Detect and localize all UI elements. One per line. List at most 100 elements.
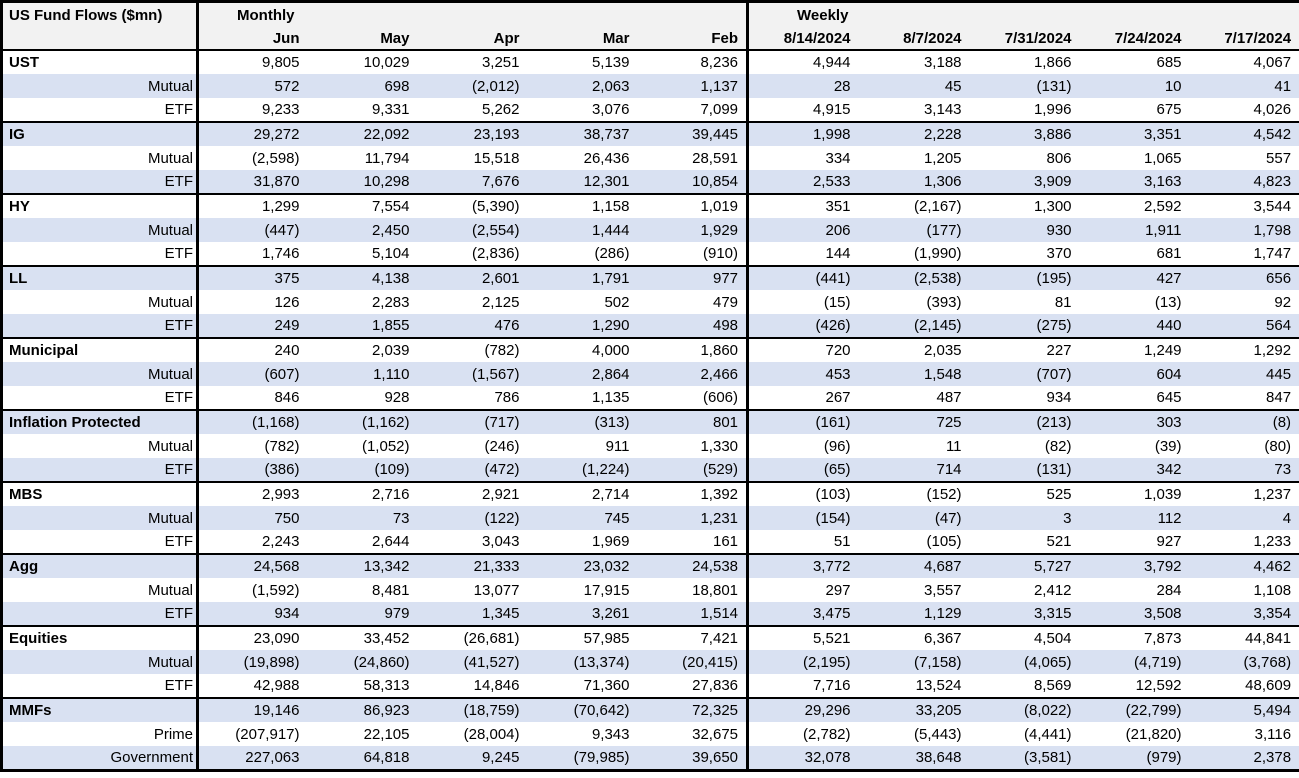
value-cell: 1,392 bbox=[637, 481, 748, 506]
value-cell: 41 bbox=[1189, 74, 1299, 98]
value-cell: 1,330 bbox=[700, 437, 739, 455]
value-cell: (80) bbox=[1264, 437, 1292, 455]
row-label: ETF bbox=[164, 677, 193, 694]
value-cell: 1,039 bbox=[1079, 481, 1190, 506]
value-cell: 1,231 bbox=[637, 506, 748, 530]
value-cell: 51 bbox=[746, 530, 859, 554]
value-cell: (1,567) bbox=[417, 362, 528, 386]
value-cell: (41,527) bbox=[417, 650, 528, 674]
value-cell: (3,581) bbox=[969, 746, 1080, 770]
value-cell: (386) bbox=[196, 458, 308, 482]
value-cell: 2,039 bbox=[307, 337, 418, 362]
value-cell: (1,990) bbox=[913, 245, 962, 262]
value-cell: 126 bbox=[196, 290, 308, 314]
value-cell: (2,598) bbox=[196, 146, 308, 170]
value-cell: (447) bbox=[196, 218, 308, 242]
value-cell: 521 bbox=[1046, 533, 1072, 550]
row-label: UST bbox=[1, 49, 198, 74]
value-cell: 29,272 bbox=[196, 121, 308, 146]
value-cell: 453 bbox=[746, 362, 859, 386]
table-row: Mutual (19,898) (24,860) (41,527) (13,374) (2… bbox=[1, 650, 1299, 674]
value-cell: 44,841 bbox=[1189, 625, 1299, 650]
value-cell: 45 bbox=[858, 74, 970, 98]
row-label: Mutual bbox=[1, 362, 198, 386]
value-cell: 979 bbox=[307, 602, 418, 626]
table-row: Mutual (447) 2,450 (2,554) 1,444 1,929 206 (177… bbox=[1, 218, 1299, 242]
table-row: ETF 846 928 786 1,135 (606) 267 487 934 645 847 bbox=[2, 386, 1299, 410]
row-label: ETF bbox=[1, 458, 198, 482]
value-cell: (472) bbox=[417, 458, 528, 482]
weekly-column-header: 8/14/2024 bbox=[746, 28, 859, 50]
value-cell: 4,915 bbox=[746, 98, 859, 122]
table-row: Mutual 572 698 (2,012) 2,063 1,137 28 45 (131) 10… bbox=[1, 74, 1299, 98]
value-cell: 21,333 bbox=[417, 553, 528, 578]
row-label: ETF bbox=[164, 245, 193, 262]
value-cell: 476 bbox=[417, 314, 528, 338]
value-cell: (28,004) bbox=[463, 725, 520, 743]
row-label: Prime bbox=[153, 725, 193, 743]
value-cell: 42,988 bbox=[196, 674, 308, 698]
value-cell: 1,996 bbox=[1033, 101, 1072, 118]
value-cell: (131) bbox=[969, 458, 1080, 482]
table-row: LL 375 4,138 2,601 1,791 977 (441) (2,538) (195)… bbox=[1, 265, 1299, 290]
value-cell: 9,331 bbox=[371, 101, 410, 118]
table-header: US Fund Flows ($mn) Monthly Weekly Jun Ma… bbox=[1, 1, 1299, 50]
value-cell: 13,524 bbox=[915, 677, 962, 694]
value-cell: 3,143 bbox=[923, 101, 962, 118]
monthly-column-header: May bbox=[307, 28, 418, 50]
value-cell: (82) bbox=[1044, 437, 1072, 455]
value-cell: (47) bbox=[858, 506, 970, 530]
value-cell: 2,125 bbox=[481, 293, 520, 311]
value-cell: 72,325 bbox=[637, 697, 748, 722]
value-cell: 14,846 bbox=[473, 677, 520, 694]
value-cell: (213) bbox=[969, 409, 1080, 434]
value-cell: 39,445 bbox=[637, 121, 748, 146]
value-cell: (246) bbox=[484, 437, 520, 455]
value-cell: 11,794 bbox=[364, 149, 410, 167]
value-cell: 4,504 bbox=[969, 625, 1080, 650]
value-cell: 112 bbox=[1079, 506, 1190, 530]
value-cell: 33,452 bbox=[307, 625, 418, 650]
value-cell: 144 bbox=[746, 242, 859, 266]
value-cell: 9,805 bbox=[196, 49, 308, 74]
value-cell: 502 bbox=[604, 293, 630, 311]
value-cell: 23,193 bbox=[417, 121, 528, 146]
value-cell: (103) bbox=[746, 481, 859, 506]
row-label: ETF bbox=[1, 170, 198, 194]
value-cell: 334 bbox=[746, 146, 859, 170]
value-cell: (15) bbox=[746, 290, 859, 314]
value-cell: 26,436 bbox=[583, 149, 630, 167]
value-cell: 12,592 bbox=[1135, 677, 1182, 694]
row-label: ETF bbox=[164, 389, 193, 406]
value-cell: (105) bbox=[926, 533, 962, 550]
value-cell: (2,145) bbox=[858, 314, 970, 338]
table-row: Inflation Protected (1,168) (1,162) (717) (3… bbox=[1, 409, 1299, 434]
value-cell: 685 bbox=[1079, 49, 1190, 74]
value-cell: 1,137 bbox=[637, 74, 748, 98]
value-cell: 23,090 bbox=[196, 625, 308, 650]
value-cell: 3,508 bbox=[1079, 602, 1190, 626]
value-cell: 3,557 bbox=[923, 581, 962, 599]
row-label: ETF bbox=[1, 602, 198, 626]
value-cell: 7,421 bbox=[637, 625, 748, 650]
value-cell: (2,554) bbox=[417, 218, 528, 242]
value-cell: 15,518 bbox=[473, 149, 520, 167]
value-cell: 31,870 bbox=[196, 170, 308, 194]
value-cell: (441) bbox=[746, 265, 859, 290]
value-cell: 3,163 bbox=[1079, 170, 1190, 194]
value-cell: 498 bbox=[637, 314, 748, 338]
value-cell: 33,205 bbox=[858, 697, 970, 722]
value-cell: 23,032 bbox=[527, 553, 638, 578]
value-cell: 745 bbox=[527, 506, 638, 530]
weekly-column-header: 7/31/2024 bbox=[969, 28, 1080, 50]
value-cell: 73 bbox=[307, 506, 418, 530]
value-cell: 1,158 bbox=[527, 193, 638, 218]
value-cell: 1,444 bbox=[527, 218, 638, 242]
value-cell: 64,818 bbox=[307, 746, 418, 770]
row-label: Mutual bbox=[1, 218, 198, 242]
value-cell: 38,737 bbox=[527, 121, 638, 146]
value-cell: (154) bbox=[746, 506, 859, 530]
value-cell: 342 bbox=[1079, 458, 1190, 482]
value-cell: 32,675 bbox=[692, 725, 739, 743]
value-cell: (2,195) bbox=[746, 650, 859, 674]
